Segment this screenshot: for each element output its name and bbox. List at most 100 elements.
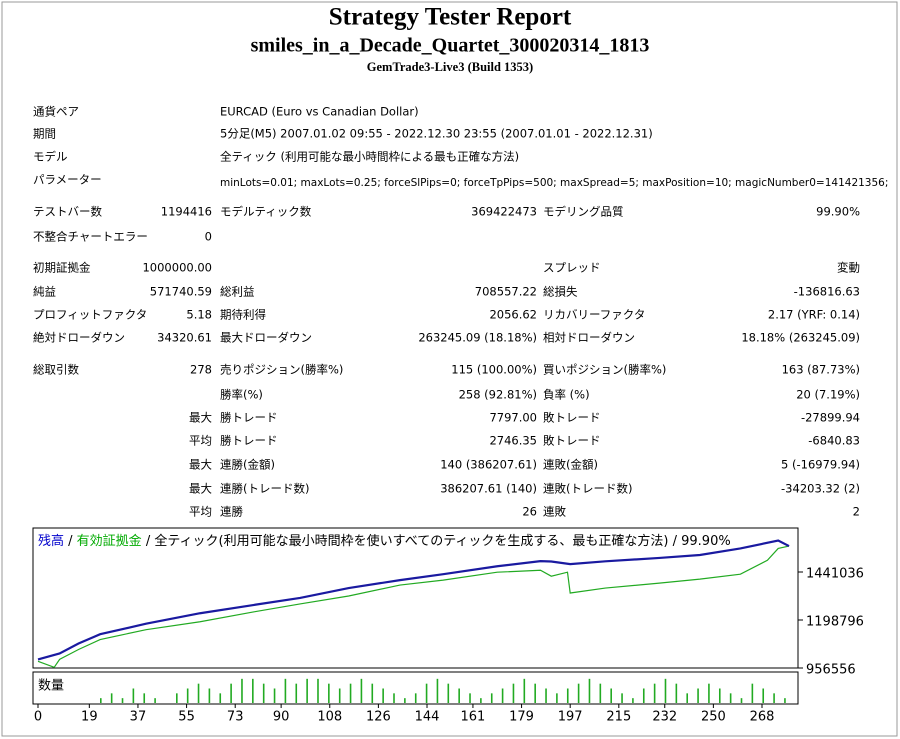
volume-bar <box>121 698 124 703</box>
x-tick-label: 37 <box>130 710 147 725</box>
stat-value: 163 (87.73%) <box>782 363 860 377</box>
stat-label: 売りポジション(勝率%) <box>220 363 343 377</box>
info-label: 期間 <box>33 127 56 141</box>
stat-value: -27899.94 <box>801 411 860 425</box>
info-value: 全ティック (利用可能な最小時間枠による最も正確な方法) <box>220 150 519 164</box>
stat-value: 386207.61 (140) <box>440 482 537 496</box>
stat-label: 不整合チャートエラー <box>33 230 148 244</box>
graph-legend: 残高 / 有効証拠金 / 全ティック(利用可能な最小時間枠を使いすべてのティック… <box>38 533 731 549</box>
legend-item: / <box>64 534 77 549</box>
stat-value: 1194416 <box>161 205 212 219</box>
stat-qualifier: 最大 <box>189 458 212 472</box>
balance-line <box>37 539 790 661</box>
stat-label: 負率 (%) <box>543 388 590 402</box>
volume-bar <box>512 683 515 703</box>
volume-label: 数量 <box>38 679 64 694</box>
volume-bar <box>708 683 710 703</box>
stat-label: 敗トレード <box>543 434 601 448</box>
stat-value: 18.18% (263245.09) <box>741 331 860 345</box>
stat-label: テストバー数 <box>33 205 102 219</box>
stat-value: 2.17 (YRF: 0.14) <box>768 308 860 322</box>
volume-bar <box>328 683 330 703</box>
stat-value: 2056.62 <box>489 308 537 322</box>
volume-bar <box>404 698 406 703</box>
volume-bar <box>447 683 450 703</box>
stat-label: 買いポジション(勝率%) <box>543 363 666 377</box>
stat-value: 99.90% <box>816 205 860 219</box>
stat-label: 最大ドローダウン <box>220 331 312 345</box>
stat-qualifier: 平均 <box>189 434 212 448</box>
volume-bar <box>545 688 547 703</box>
stat-label: 初期証拠金 <box>33 261 91 275</box>
volume-bar <box>697 688 699 703</box>
stat-label: 敗トレード <box>543 411 601 425</box>
volume-bar <box>599 683 602 703</box>
volume-bar <box>317 678 319 703</box>
volume-bar <box>414 693 417 703</box>
x-tick-label: 90 <box>273 710 290 725</box>
stat-value: 140 (386207.61) <box>440 458 537 472</box>
stat-qualifier: 平均 <box>189 505 212 519</box>
stat-label: 連敗 <box>543 505 566 519</box>
x-tick-label: 161 <box>461 710 486 725</box>
volume-bar <box>110 693 113 703</box>
info-value: 5分足(M5) 2007.01.02 09:55 - 2022.12.30 23… <box>220 127 653 141</box>
stat-value: -34203.32 (2) <box>781 482 860 496</box>
stat-label: 総取引数 <box>33 363 79 377</box>
stat-value: 26 <box>522 505 537 519</box>
volume-bar <box>338 688 341 703</box>
volume-bar <box>284 678 287 703</box>
x-tick-label: 215 <box>606 710 631 725</box>
volume-bar <box>588 678 591 703</box>
volume-bar <box>262 683 265 703</box>
x-tick-label: 73 <box>227 710 244 725</box>
volume-bar <box>653 683 656 703</box>
x-tick-label: 268 <box>750 710 775 725</box>
volume-bar <box>273 688 276 703</box>
stat-qualifier: 最大 <box>189 482 212 496</box>
volume-bar <box>436 678 439 703</box>
stat-label: 連勝 <box>220 505 243 519</box>
volume-bar <box>534 683 536 703</box>
x-tick-label: 19 <box>81 710 98 725</box>
stat-value: 708557.22 <box>475 285 537 299</box>
volume-bar <box>306 678 308 703</box>
x-tick-label: 179 <box>509 710 534 725</box>
stat-label: 総利益 <box>220 285 255 299</box>
volume-bar <box>349 683 352 703</box>
stat-value: 7797.00 <box>489 411 537 425</box>
volume-bar <box>197 683 200 703</box>
stat-label: プロフィットファクタ <box>33 308 147 322</box>
volume-bar <box>718 688 721 703</box>
volume-bar <box>360 678 363 703</box>
legend-item: / 全ティック(利用可能な最小時間枠を使いすべてのティックを生成する、最も正確な… <box>142 533 731 549</box>
volume-bar <box>371 683 374 703</box>
volume-bar <box>784 698 786 703</box>
volume-bar <box>295 683 298 703</box>
volume-bar <box>425 683 428 703</box>
stat-value: 変動 <box>837 261 860 275</box>
volume-bar <box>490 693 493 703</box>
volume-bar <box>556 693 558 703</box>
volume-bar <box>621 693 623 703</box>
stat-label: 期待利得 <box>220 308 266 322</box>
stat-value: 1000000.00 <box>142 261 212 275</box>
x-tick-label: 232 <box>652 710 677 725</box>
stat-value: 2746.35 <box>489 434 537 448</box>
info-label: パラメーター <box>33 173 102 187</box>
volume-bar <box>566 688 569 703</box>
y-tick-label: 1441036 <box>806 567 864 582</box>
stat-label: 勝率(%) <box>220 388 263 402</box>
stat-value: 258 (92.81%) <box>459 388 537 402</box>
x-tick-label: 126 <box>366 710 391 725</box>
stat-label: 勝トレード <box>220 434 278 448</box>
x-tick-label: 108 <box>317 710 342 725</box>
stat-label: 総損失 <box>543 285 578 299</box>
stat-value: -136816.63 <box>794 285 860 299</box>
volume-bar <box>729 693 732 703</box>
stat-value: 0 <box>205 230 212 244</box>
volume-bar <box>393 693 395 703</box>
stat-value: 2 <box>853 505 860 519</box>
stat-label: モデルティック数 <box>220 205 312 219</box>
